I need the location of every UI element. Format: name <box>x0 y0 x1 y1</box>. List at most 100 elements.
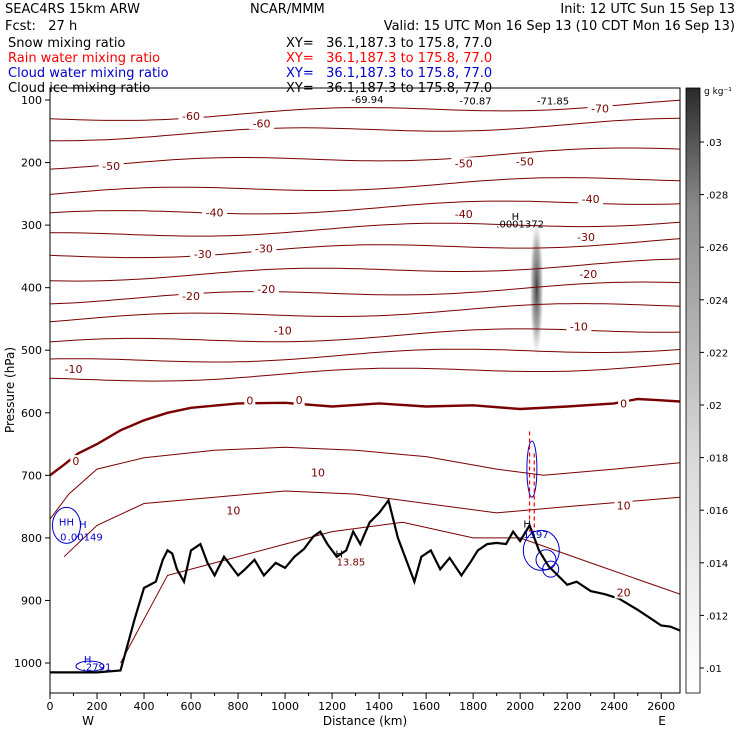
contour-label-bg <box>587 102 613 115</box>
temperature-isotherm <box>50 238 680 259</box>
extremum-label: -70.87 <box>459 96 491 107</box>
contour-label-bg <box>293 393 305 406</box>
extremum-label: -69.94 <box>351 95 383 106</box>
header-run-title: SEAC4RS 15km ARW <box>5 2 140 17</box>
temperature-contour-label: 10 <box>617 499 631 512</box>
y-tick-label: 400 <box>21 282 42 295</box>
field-xy-snow: XY= 36.1,187.3 to 175.8, 77.0 <box>286 36 492 51</box>
field-xy-rain: XY= 36.1,187.3 to 175.8, 77.0 <box>286 51 492 66</box>
plot-area: -60 -60 -70 -50 -50 -50 -40 -40 -40 -30 -30 -30 -20 -… <box>50 95 680 674</box>
header-forecast-hour: Fcst: 27 h <box>5 19 77 34</box>
x-tick-label: 1000 <box>271 700 299 713</box>
colorbar-tick-label: .03 <box>706 138 722 149</box>
contour-label-bg <box>578 192 604 205</box>
contour-label-bg <box>178 289 204 302</box>
y-tick-label: 600 <box>21 407 42 420</box>
contour-label-bg <box>614 586 633 599</box>
temperature-contour-label: -60 <box>253 117 271 130</box>
temperature-contour-label: -10 <box>65 363 83 376</box>
contour-label-bg <box>61 363 87 376</box>
x-tick-label: 200 <box>87 700 108 713</box>
header-center: NCAR/MMM <box>250 2 325 17</box>
x-tick-label: 2400 <box>600 700 628 713</box>
contour-label-bg <box>575 268 601 281</box>
colorbar-tick-label: .01 <box>706 664 722 675</box>
contour-label-bg <box>178 109 204 122</box>
x-tick-label: 1400 <box>365 700 393 713</box>
freezing-isotherm <box>50 397 680 477</box>
temperature-contour-label: -30 <box>194 248 212 261</box>
x-tick-label: 1800 <box>459 700 487 713</box>
temperature-contour-label: -70 <box>591 102 609 115</box>
temperature-isotherm <box>50 99 680 121</box>
y-tick-label: 1000 <box>14 657 42 670</box>
contour-label-bg <box>573 231 599 244</box>
temperature-contour-label: -10 <box>570 321 588 334</box>
temperature-contour-label: -20 <box>182 290 200 303</box>
temperature-contour-label: -40 <box>206 207 224 220</box>
x-tick-label: 2000 <box>506 700 534 713</box>
cloud-water-contour <box>526 440 538 498</box>
temperature-isotherm <box>63 490 680 558</box>
colorbar-tick-label: .014 <box>706 559 728 570</box>
y-tick-label: 200 <box>21 157 42 170</box>
extremum-label: .0 <box>57 532 67 543</box>
contour-label-bg <box>451 157 477 170</box>
x-end-label-east: E <box>658 714 666 728</box>
x-tick-label: 0 <box>47 700 54 713</box>
temperature-contours <box>50 99 680 664</box>
colorbar: g kg⁻¹ .01 .012 .014 .016 .018 .02 .022 .024 .02… <box>685 87 732 694</box>
temperature-isotherm <box>50 200 680 215</box>
extremum-label: H <box>523 519 531 530</box>
field-xy-cloud-water: XY= 36.1,187.3 to 175.8, 77.0 <box>286 66 492 81</box>
contour-label-bg <box>308 466 327 479</box>
temperature-contour-label: -20 <box>579 268 597 281</box>
temperature-contour-label: -10 <box>274 324 292 337</box>
x-tick-label: 1200 <box>318 700 346 713</box>
contour-label-bg <box>512 155 538 168</box>
colorbar-tick-label: .024 <box>706 296 728 307</box>
temperature-isotherm <box>50 281 680 305</box>
temperature-contour-label: 0 <box>620 398 627 411</box>
cloud-water-contour <box>75 660 105 672</box>
x-tick-label: 400 <box>134 700 155 713</box>
temperature-contour-label: 10 <box>226 504 240 517</box>
field-name-snow: Snow mixing ratio <box>8 36 125 51</box>
extremum-label: .0001372 <box>496 220 544 231</box>
y-tick-label: 500 <box>21 344 42 357</box>
contour-label-bg <box>70 455 82 468</box>
temperature-contour-label: 10 <box>311 466 325 479</box>
temperature-contour-label: -50 <box>455 157 473 170</box>
contour-label-bg <box>451 207 477 220</box>
header-init-time: Init: 12 UTC Sun 15 Sep 13 <box>560 2 735 17</box>
temperature-contour-label: 0 <box>72 455 79 468</box>
temperature-contour-label: -40 <box>455 208 473 221</box>
extremum-label: 13.85 <box>337 557 366 568</box>
cloud-water-contour <box>535 549 557 571</box>
temperature-contour-label: 0 <box>246 394 253 407</box>
temperature-isotherm <box>50 446 680 520</box>
cloud-water-contour <box>542 560 560 578</box>
x-tick-label: 1600 <box>412 700 440 713</box>
temperature-contour-label: -20 <box>257 283 275 296</box>
temperature-contour-label: -50 <box>102 160 120 173</box>
temperature-contour-label: -30 <box>255 242 273 255</box>
extremum-label: H <box>79 520 87 531</box>
x-tick-label: 2200 <box>553 700 581 713</box>
contour-label-bg <box>614 499 633 512</box>
x-end-label-west: W <box>82 714 94 728</box>
temperature-contour-label: 20 <box>617 586 631 599</box>
temperature-isotherm <box>50 177 680 195</box>
plot-frame <box>49 87 681 694</box>
y-tick-label: 700 <box>21 469 42 482</box>
terrain-profile <box>50 497 680 674</box>
extremum-label: -71.85 <box>537 96 569 107</box>
colorbar-tick-label: .018 <box>706 454 728 465</box>
cloud-water-contour <box>522 529 560 571</box>
contour-label-bg <box>224 504 243 517</box>
axes: 0 200 400 600 800 1000 1200 1400 1600 1800 2000 220… <box>14 94 675 713</box>
colorbar-tick-label: .016 <box>706 506 728 517</box>
contour-label-bg <box>253 283 279 296</box>
